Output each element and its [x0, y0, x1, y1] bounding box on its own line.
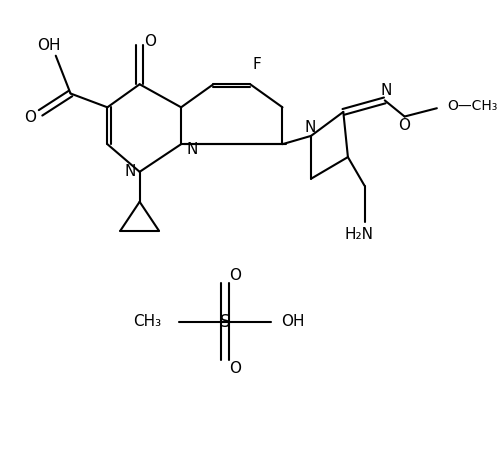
Text: O: O [398, 118, 409, 133]
Text: H₂N: H₂N [344, 227, 374, 242]
Text: O: O [144, 34, 156, 49]
Text: O: O [229, 267, 241, 282]
Text: F: F [252, 58, 262, 72]
Text: OH: OH [37, 38, 60, 53]
Text: N: N [304, 120, 316, 135]
Text: O: O [24, 110, 36, 125]
Text: N: N [124, 165, 136, 179]
Text: CH₃: CH₃ [133, 314, 162, 329]
Text: N: N [380, 83, 392, 98]
Text: S: S [220, 313, 230, 330]
Text: O: O [229, 361, 241, 376]
Text: N: N [186, 142, 198, 157]
Text: OH: OH [281, 314, 304, 329]
Text: O—CH₃: O—CH₃ [447, 99, 498, 113]
